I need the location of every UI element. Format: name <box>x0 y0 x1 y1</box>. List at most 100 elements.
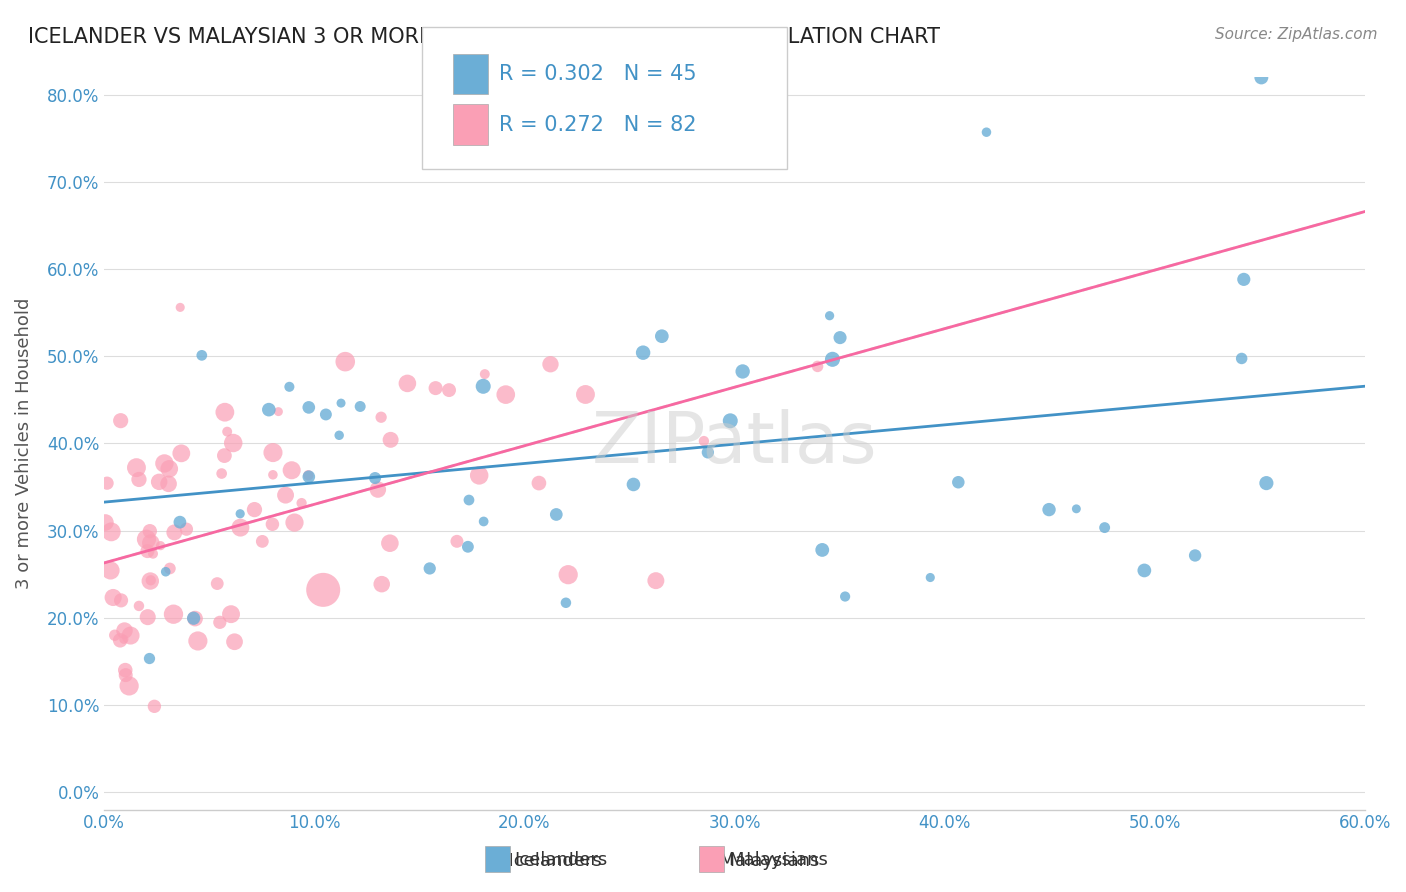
Point <box>328 428 350 442</box>
Point <box>176 522 198 536</box>
Point <box>267 404 290 418</box>
Point <box>214 405 236 419</box>
Point <box>458 493 481 508</box>
Point <box>136 610 159 624</box>
Point <box>298 469 321 483</box>
Point <box>262 467 284 482</box>
Point <box>159 561 181 575</box>
Point <box>143 699 166 714</box>
Point <box>312 582 335 597</box>
Point <box>731 364 754 378</box>
Text: Malaysians: Malaysians <box>728 851 828 869</box>
Point <box>229 507 252 521</box>
Point <box>540 357 562 371</box>
Point <box>920 570 942 584</box>
Point <box>693 434 716 448</box>
Point <box>135 532 157 546</box>
Point <box>546 508 568 522</box>
Point <box>378 536 401 550</box>
Point <box>139 536 162 550</box>
Point <box>1250 70 1272 85</box>
Point <box>100 564 122 578</box>
Point <box>472 515 495 529</box>
Point <box>474 367 496 381</box>
Point <box>367 483 389 497</box>
Point <box>153 457 176 471</box>
Point <box>101 591 124 605</box>
Point <box>136 544 159 558</box>
Point <box>828 330 851 344</box>
Point <box>631 345 654 359</box>
Point <box>96 476 118 491</box>
Point <box>527 476 550 491</box>
Point <box>184 611 207 625</box>
Point <box>262 445 284 459</box>
Point <box>297 468 319 483</box>
Point <box>283 516 305 530</box>
Point <box>821 352 844 367</box>
Point <box>1094 520 1116 534</box>
Point <box>217 425 239 439</box>
Point <box>108 633 131 648</box>
Point <box>315 408 337 422</box>
Text: ⬜ Malaysians: ⬜ Malaysians <box>703 852 820 870</box>
Point <box>139 524 162 538</box>
Point <box>187 634 209 648</box>
Point <box>370 577 392 591</box>
Point <box>94 516 117 530</box>
Point <box>1256 476 1278 491</box>
Point <box>207 576 229 591</box>
Point <box>291 496 314 510</box>
Point <box>169 515 191 529</box>
Point <box>1038 502 1060 516</box>
Point <box>1230 351 1253 366</box>
Point <box>644 574 666 588</box>
Point <box>335 354 357 368</box>
Point <box>278 380 301 394</box>
Point <box>139 574 162 588</box>
Text: Source: ZipAtlas.com: Source: ZipAtlas.com <box>1215 27 1378 42</box>
Point <box>157 462 180 476</box>
Point <box>114 663 136 677</box>
Point <box>364 471 387 485</box>
Point <box>112 632 135 647</box>
Point <box>183 611 205 625</box>
Point <box>191 348 214 362</box>
Point <box>222 436 245 450</box>
Point <box>208 615 231 630</box>
Point <box>298 401 321 415</box>
Point <box>211 467 233 481</box>
Point <box>169 301 191 315</box>
Text: R = 0.272   N = 82: R = 0.272 N = 82 <box>499 115 696 135</box>
Point <box>142 547 165 561</box>
Point <box>472 379 495 393</box>
Text: Icelanders: Icelanders <box>515 851 607 869</box>
Point <box>163 525 186 540</box>
Point <box>155 565 177 579</box>
Point <box>696 445 718 459</box>
Point <box>214 449 236 463</box>
Point <box>118 679 141 693</box>
Point <box>1184 549 1206 563</box>
Point <box>349 400 371 414</box>
Point <box>380 433 402 447</box>
Text: ICELANDER VS MALAYSIAN 3 OR MORE VEHICLES IN HOUSEHOLD CORRELATION CHART: ICELANDER VS MALAYSIAN 3 OR MORE VEHICLE… <box>28 27 941 46</box>
Point <box>557 567 579 582</box>
Text: R = 0.302   N = 45: R = 0.302 N = 45 <box>499 64 697 84</box>
Point <box>555 596 578 610</box>
Point <box>651 329 673 343</box>
Point <box>574 387 596 401</box>
Point <box>330 396 353 410</box>
Point <box>157 476 180 491</box>
Point <box>110 414 132 428</box>
Point <box>457 540 479 554</box>
Point <box>446 534 468 549</box>
Point <box>120 629 142 643</box>
Point <box>274 488 297 502</box>
Point <box>1066 501 1088 516</box>
Point <box>806 359 828 374</box>
Point <box>976 125 998 139</box>
Point <box>1133 564 1156 578</box>
Text: ZIPatlas: ZIPatlas <box>592 409 877 478</box>
Point <box>104 628 127 642</box>
